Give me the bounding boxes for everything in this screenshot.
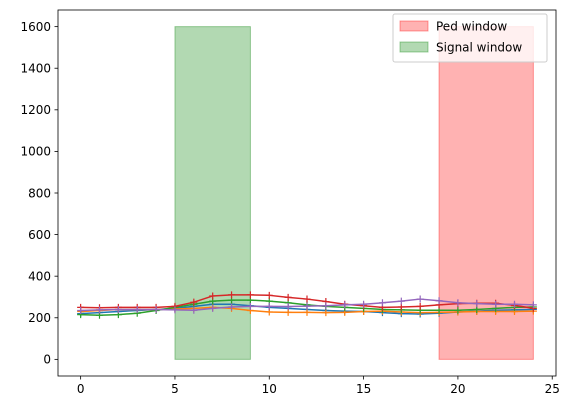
data-point: [284, 303, 292, 311]
data-point: [454, 306, 462, 314]
data-point: [265, 291, 273, 299]
y-tick-label: 0: [43, 353, 51, 367]
data-point: [209, 292, 217, 300]
data-point: [378, 299, 386, 307]
data-point: [473, 300, 481, 308]
data-point: [529, 301, 537, 309]
data-point: [511, 300, 518, 308]
data-point: [152, 305, 160, 313]
data-point: [341, 301, 349, 309]
y-tick-label: 800: [28, 186, 51, 200]
data-point: [454, 299, 462, 307]
x-tick-label: 25: [545, 382, 560, 396]
legend-entry: Signal window: [399, 41, 522, 55]
data-point: [246, 302, 254, 310]
data-point: [303, 302, 311, 310]
data-point: [228, 291, 236, 299]
x-tick-label: 5: [171, 382, 179, 396]
data-point: [303, 308, 311, 316]
legend-swatch: [399, 20, 429, 32]
data-point: [435, 297, 443, 305]
y-tick-label: 1000: [20, 145, 51, 159]
legend-entry: Ped window: [399, 20, 507, 34]
data-point: [284, 293, 292, 301]
data-point: [228, 303, 236, 311]
y-tick-label: 1600: [20, 20, 51, 34]
data-point: [322, 302, 330, 310]
data-point: [416, 295, 424, 303]
legend-swatch: [399, 41, 429, 53]
y-tick-label: 200: [28, 311, 51, 325]
data-point: [171, 306, 179, 314]
data-point: [397, 297, 405, 305]
legend-box: [392, 13, 548, 63]
data-point: [96, 306, 103, 314]
data-point: [190, 298, 198, 306]
y-tick-label: 1200: [20, 103, 51, 117]
data-point: [114, 305, 122, 313]
legend: Ped window Signal window: [392, 13, 548, 63]
series-5: [77, 295, 537, 314]
x-tick-label: 10: [262, 382, 277, 396]
data-point: [265, 302, 273, 310]
x-tick-label: 15: [356, 382, 371, 396]
data-point: [492, 300, 500, 308]
data-point: [133, 305, 141, 313]
data-point: [416, 302, 424, 310]
data-point: [190, 306, 198, 314]
y-tick-label: 400: [28, 269, 51, 283]
axes: 0 5 10 15 20 25 0 200 400 600 800 1000 1200 1400 1600: [20, 9, 560, 396]
data-point: [303, 295, 311, 303]
data-point: [360, 300, 368, 308]
series-lines: [77, 291, 537, 319]
data-point: [77, 306, 85, 314]
data-point: [209, 304, 217, 312]
x-tick-label: 20: [450, 382, 465, 396]
x-tick-label: 0: [77, 382, 85, 396]
y-tick-label: 600: [28, 228, 51, 242]
legend-label: Signal window: [436, 41, 522, 55]
data-point: [246, 291, 254, 299]
window-spans: [174, 26, 534, 360]
legend-label: Ped window: [436, 20, 507, 34]
y-tick-label: 1400: [20, 62, 51, 76]
data-point: [322, 309, 330, 317]
